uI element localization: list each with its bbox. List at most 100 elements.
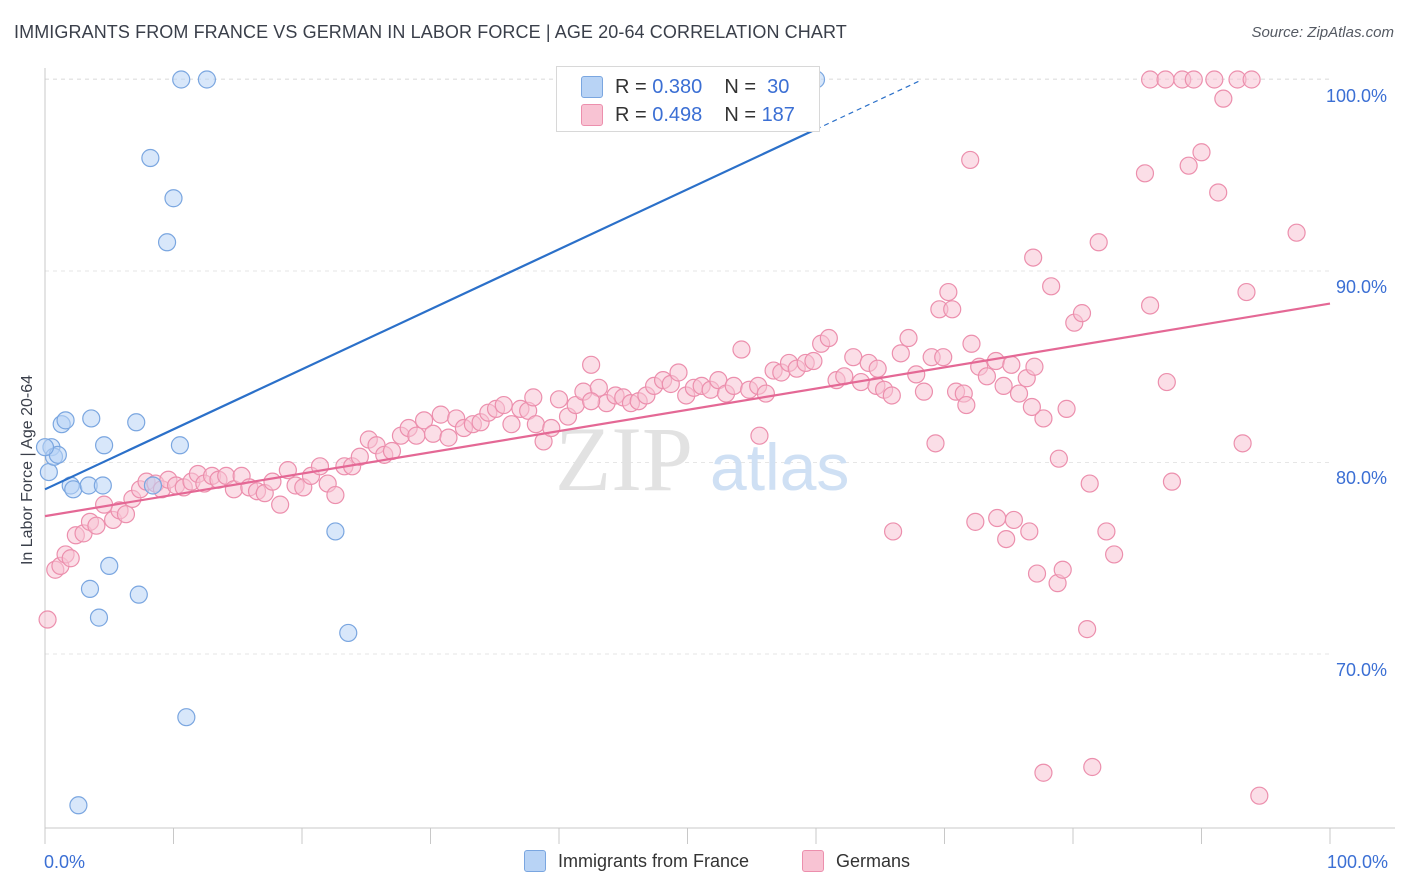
france-point [95,436,114,455]
france-point [141,148,160,168]
german-point [988,508,1007,528]
bottom-legend-swatch-german [802,850,824,872]
france-point [82,409,101,428]
france-trend-line [44,128,817,491]
german-point [439,428,458,447]
france-point [177,708,196,727]
german-point [1205,70,1224,89]
bottom-legend-france[interactable]: Immigrants from France [524,850,749,872]
german-point [957,395,976,415]
german-point [1025,357,1044,376]
bottom-legend: Immigrants from France Germans [0,850,1406,880]
bottom-legend-label-german: Germans [836,850,911,871]
german-point [1024,248,1043,267]
y-tick-label-70: 70.0% [1336,660,1388,680]
german-point [589,378,608,397]
legend-swatch-france [581,76,603,98]
german-point [431,405,450,424]
german-point [1135,164,1155,183]
german-point [1140,296,1160,315]
german-point [1080,474,1099,493]
german-point [1034,409,1053,428]
grid-layer [45,78,1330,655]
france-point [326,522,345,541]
german-point [891,344,910,363]
german-point [1140,70,1160,89]
y-tick-label-90: 90.0% [1336,277,1388,297]
german-point [526,415,545,434]
german-point [1156,70,1175,89]
german-point [1162,472,1182,491]
france-point [157,233,177,252]
legend-swatch-german [581,104,603,126]
x-tick-label-max: 100.0% [1327,852,1389,872]
german-point [1002,355,1021,374]
german-point [1242,70,1261,89]
german-point [934,348,953,367]
german-point [326,485,345,505]
german-point [271,495,290,514]
german-point [750,426,769,445]
german-point [868,359,887,378]
german-point [844,348,863,367]
legend-r-label: R = [615,103,647,126]
legend-r-label: R = [615,75,647,98]
german-point [1053,560,1072,579]
legend-n-label: N = [724,75,756,98]
france-point [143,476,163,495]
german-point [423,424,443,443]
german-point [1097,522,1116,541]
german-point [899,328,918,348]
german-point [1250,786,1269,805]
german-point [524,388,543,407]
legend-row-german: R = 0.498 N = 187 [581,101,795,129]
german-point [263,472,282,491]
bottom-legend-german[interactable]: Germans [802,850,910,872]
german-point [1083,757,1102,777]
german-trend-line [44,302,1331,518]
german-point [926,434,945,453]
france-point [64,480,83,499]
watermark-atlas: atlas [710,430,849,504]
german-point [1237,282,1256,302]
german-point [939,282,958,302]
german-point [582,392,601,411]
german-point [1042,277,1061,296]
france-point [164,189,183,208]
german-point [494,395,513,415]
german-point [1209,183,1228,202]
german-point [724,376,743,395]
stats-legend: R = 0.380 N = 30 R = 0.498 N = 187 [556,66,820,132]
german-point [1089,233,1108,252]
german-point [961,150,980,170]
german-point [1192,143,1211,162]
german-point [977,367,997,386]
legend-row-france: R = 0.380 N = 30 [581,73,789,101]
german-point [1078,620,1097,639]
german-point [1179,156,1198,175]
legend-n-france: 30 [767,75,790,98]
german-point [997,529,1016,549]
x-tick-label-min: 0.0% [44,852,86,872]
france-point [56,411,75,430]
german-point [1233,434,1252,453]
german-point [882,386,901,405]
german-point [61,549,80,568]
legend-n-label: N = [724,103,756,126]
german-point [38,610,57,629]
german-point [116,505,136,524]
france-point [100,556,119,576]
bottom-legend-swatch-france [524,850,546,872]
german-point [669,363,688,382]
france-point [39,462,58,482]
german-point [962,334,981,353]
france-point [35,438,55,457]
y-tick-label-80: 80.0% [1336,468,1388,488]
german-point [1072,304,1092,323]
german-point [1004,510,1023,530]
german-point [1020,522,1039,541]
chart-title: IMMIGRANTS FROM FRANCE VS GERMAN IN LABO… [14,22,847,42]
france-point [93,476,112,495]
y-axis-label: In Labor Force | Age 20-64 [19,374,36,566]
